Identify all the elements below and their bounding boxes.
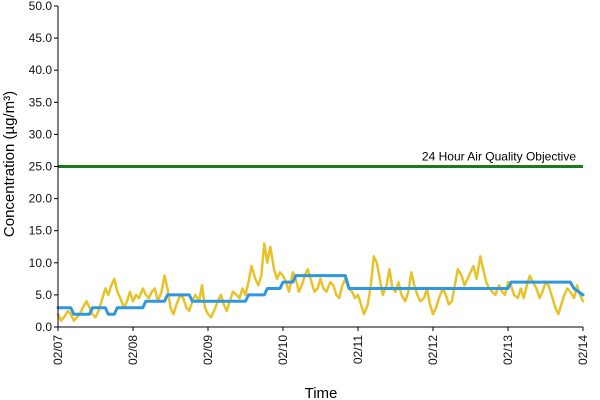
x-axis-title: Time [305,385,338,400]
x-tick-label: 02/10 [276,335,290,365]
y-tick-label: 15.0 [29,224,53,238]
y-tick-label: 25.0 [29,160,53,174]
x-tick-label: 02/14 [576,335,590,365]
y-tick-label: 5.0 [35,288,52,302]
series-line-2 [56,274,585,316]
series-line-1 [56,242,585,322]
y-tick-label: 10.0 [29,256,53,270]
axes [57,6,583,328]
x-tick-label: 02/09 [201,335,215,365]
x-tick-label: 02/08 [126,335,140,365]
x-tick-label: 02/11 [351,335,365,364]
series-group [56,242,585,322]
y-tick-label: 20.0 [29,192,53,206]
y-tick-label: 50.0 [29,0,53,13]
y-tick-label: 40.0 [29,63,53,77]
objective-group: 24 Hour Air Quality Objective [58,150,583,168]
x-axis-ticks: 02/07 02/08 02/09 02/10 02/11 02/12 02/13 02/14 [51,327,590,365]
y-axis-ticks: 0.0 5.0 10.0 15.0 20.0 25.0 30.0 35.0 40.0 45.0 50… [29,0,58,334]
x-tick-label: 02/07 [51,335,65,365]
objective-label: 24 Hour Air Quality Objective [422,150,576,164]
y-tick-label: 45.0 [29,31,53,45]
x-tick-label: 02/13 [501,335,515,365]
x-tick-label: 02/12 [426,335,440,365]
y-tick-label: 35.0 [29,95,53,109]
y-tick-label: 0.0 [35,320,52,334]
y-tick-label: 30.0 [29,127,53,141]
y-axis-title: Concentration (µg/m³) [1,91,18,237]
